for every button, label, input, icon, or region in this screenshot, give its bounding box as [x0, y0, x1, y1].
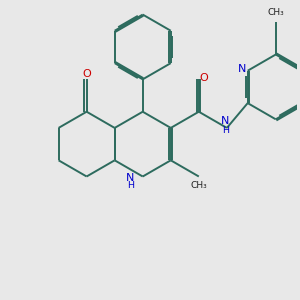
Text: H: H — [222, 126, 229, 135]
Text: N: N — [221, 116, 230, 126]
Text: N: N — [126, 173, 134, 183]
Text: H: H — [128, 182, 134, 190]
Text: CH₃: CH₃ — [267, 8, 284, 17]
Text: O: O — [200, 73, 208, 83]
Text: CH₃: CH₃ — [190, 181, 207, 190]
Text: N: N — [238, 64, 246, 74]
Text: O: O — [82, 69, 91, 79]
